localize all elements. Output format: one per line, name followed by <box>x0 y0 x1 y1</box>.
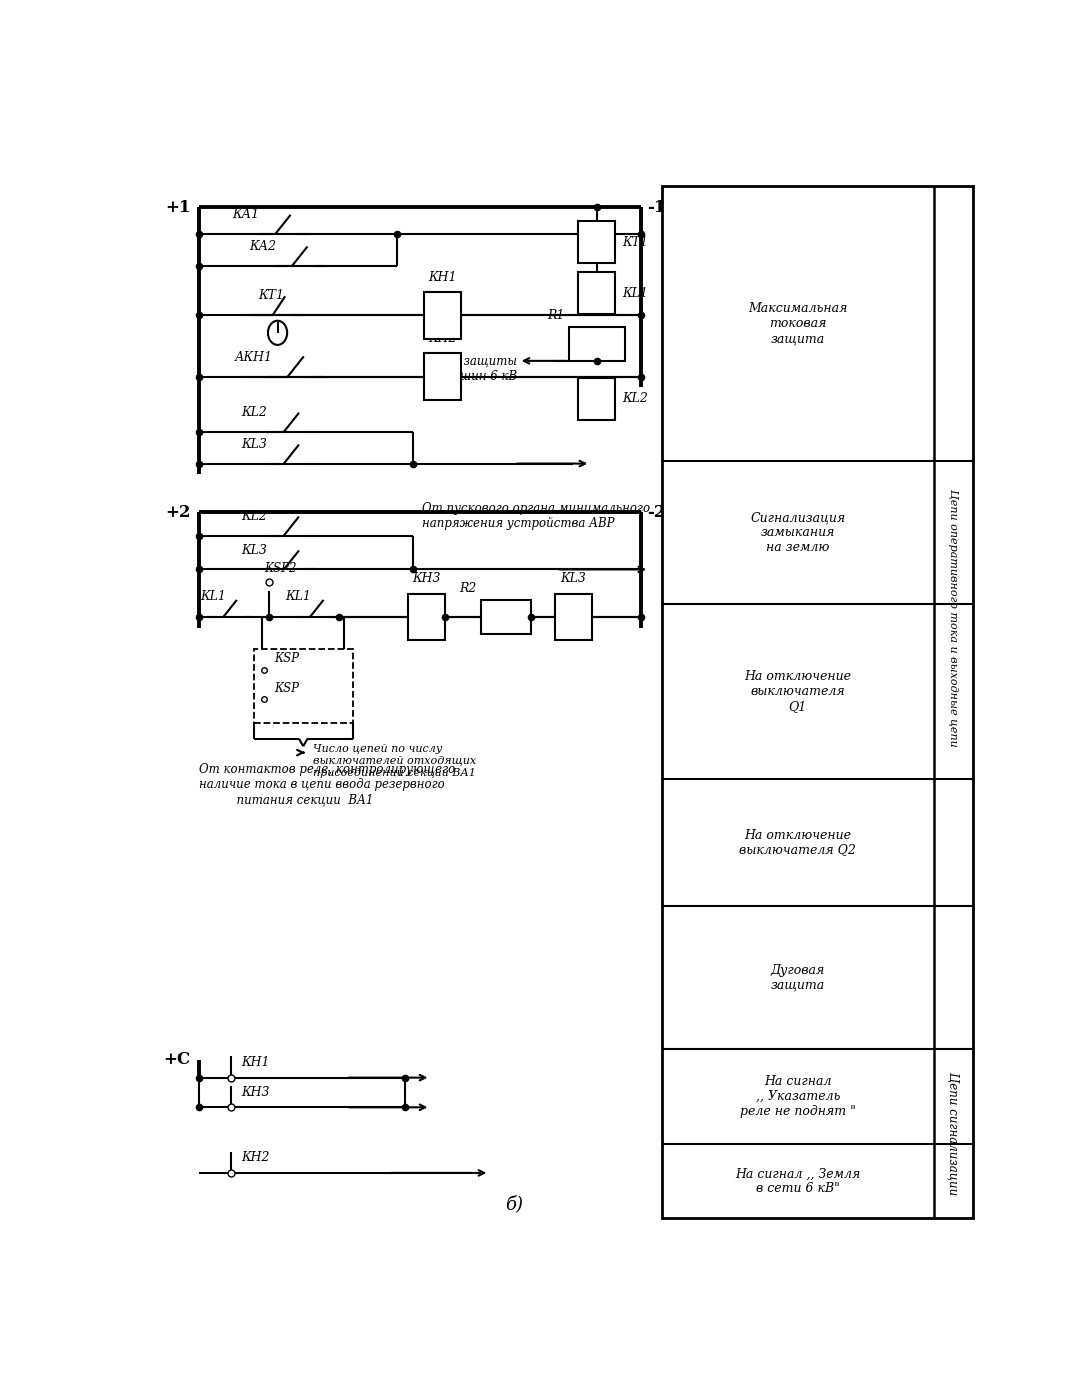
Text: КL1: КL1 <box>285 590 311 604</box>
Text: КН3: КН3 <box>241 1086 269 1099</box>
Text: На отключение
выключателя
Q1: На отключение выключателя Q1 <box>744 670 851 714</box>
Text: КL2: КL2 <box>241 406 267 419</box>
Text: КL1: КL1 <box>201 590 227 604</box>
Text: Дуговая
защита: Дуговая защита <box>771 964 825 991</box>
Text: Цепи оперативного тока и выходные цепи: Цепи оперативного тока и выходные цепи <box>948 488 959 747</box>
Bar <box>481 600 531 634</box>
Text: КL3: КL3 <box>241 437 267 451</box>
Text: КТ1: КТ1 <box>257 289 283 301</box>
Text: На отключение
выключателя Q2: На отключение выключателя Q2 <box>740 829 856 857</box>
Text: КН2: КН2 <box>429 331 457 345</box>
Text: +1: +1 <box>165 199 190 216</box>
Text: КSP: КSP <box>275 652 300 666</box>
Bar <box>661 186 973 1218</box>
Text: КSP: КSP <box>275 682 300 694</box>
Text: R2: R2 <box>459 582 477 595</box>
Text: От защиты
шин 6 кВ: От защиты шин 6 кВ <box>439 355 517 382</box>
Text: АКН1: АКН1 <box>235 351 273 364</box>
Text: На сигнал
,, Указатель
реле не поднят ": На сигнал ,, Указатель реле не поднят " <box>740 1075 856 1118</box>
Text: R1: R1 <box>547 309 565 322</box>
Text: КL2: КL2 <box>622 392 648 406</box>
Text: От контактов реле, контролирующего
наличие тока в цепи ввода резервного
        : От контактов реле, контролирующего налич… <box>199 763 455 806</box>
Text: Число цепей по числу
выключателей отходящих
присоединений секции ВА1: Число цепей по числу выключателей отходя… <box>314 744 477 778</box>
Bar <box>407 594 444 641</box>
Text: КН3: КН3 <box>412 572 440 586</box>
Bar <box>254 649 353 723</box>
Text: б): б) <box>505 1195 523 1213</box>
Text: КА2: КА2 <box>250 239 277 253</box>
Bar <box>555 594 592 641</box>
Text: КН1: КН1 <box>241 1056 269 1070</box>
Text: +С: +С <box>163 1050 190 1068</box>
Text: КSP2: КSP2 <box>265 562 298 575</box>
Text: КL3: КL3 <box>560 572 586 586</box>
Text: КL1: КL1 <box>622 286 648 300</box>
Bar <box>425 353 462 400</box>
Bar <box>425 292 462 338</box>
Bar <box>579 221 616 264</box>
Bar <box>579 272 616 315</box>
Text: КL3: КL3 <box>241 543 267 557</box>
Text: КL2: КL2 <box>241 510 267 522</box>
Text: Максимальная
токовая
защита: Максимальная токовая защита <box>748 302 847 345</box>
Text: КА1: КА1 <box>232 208 260 221</box>
Text: +2: +2 <box>165 503 190 521</box>
Bar <box>579 378 616 421</box>
Text: На сигнал ,, Земля
в сети 6 кВ": На сигнал ,, Земля в сети 6 кВ" <box>735 1167 860 1195</box>
Text: -2: -2 <box>647 503 666 521</box>
Bar <box>569 327 624 360</box>
Text: КН2: КН2 <box>241 1151 269 1165</box>
Text: Сигнализация
замыкания
на землю: Сигнализация замыкания на землю <box>750 512 845 554</box>
Text: Цепи сигнализации: Цепи сигнализации <box>947 1072 960 1195</box>
Text: КТ1: КТ1 <box>622 235 648 249</box>
Text: КН1: КН1 <box>429 271 457 283</box>
Text: -1: -1 <box>647 199 666 216</box>
Text: От пускового органа минимального
напряжения устройства АВР: От пускового органа минимального напряже… <box>421 502 651 531</box>
